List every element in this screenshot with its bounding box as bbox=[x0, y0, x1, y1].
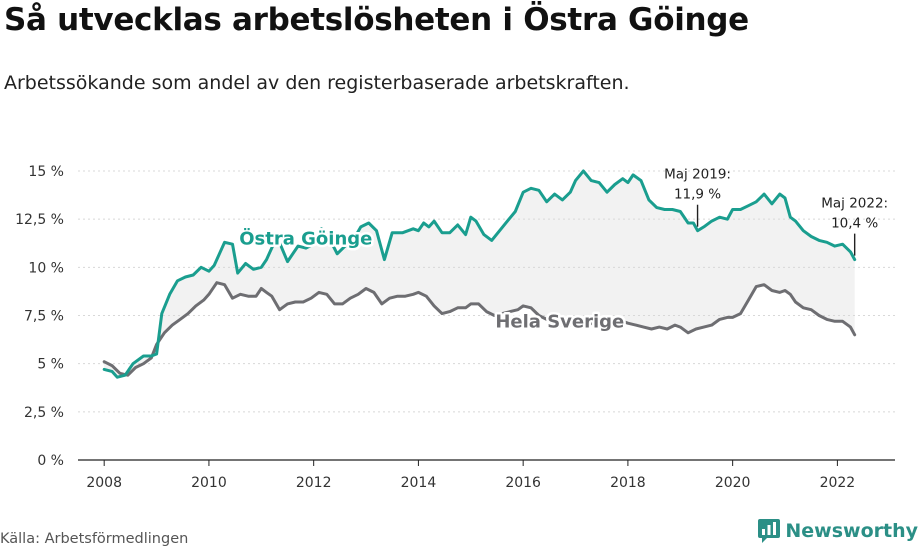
series-label: Östra Göinge bbox=[239, 227, 372, 249]
gap-band bbox=[104, 171, 855, 378]
x-tick-label: 2008 bbox=[86, 475, 122, 491]
series-line-hela-sverige bbox=[102, 281, 857, 377]
x-tick-label: 2016 bbox=[505, 475, 541, 491]
y-tick-label: 15 % bbox=[28, 164, 64, 180]
chart-subtitle: Arbetssökande som andel av den registerb… bbox=[4, 72, 630, 94]
newsworthy-logo-icon bbox=[758, 519, 781, 543]
series-line-ostra-goinge bbox=[102, 169, 857, 379]
series-lines bbox=[102, 169, 857, 379]
brand-name: Newsworthy bbox=[785, 520, 918, 542]
source-note: Källa: Arbetsförmedlingen bbox=[0, 531, 189, 547]
gap-band-layer bbox=[104, 171, 855, 378]
y-tick-label: 12,5 % bbox=[15, 212, 64, 228]
x-tick-label: 2022 bbox=[820, 475, 856, 491]
annotation-2022-text: Maj 2022: bbox=[821, 196, 888, 212]
series-labels: Östra Göinge Hela Sverige bbox=[237, 225, 627, 335]
y-tick-label: 10 % bbox=[28, 260, 64, 276]
annotations: Maj 2019: 11,9 % Maj 2022: 10,4 % bbox=[664, 167, 888, 256]
x-tick-label: 2014 bbox=[401, 475, 437, 491]
annotation-2019-text: 11,9 % bbox=[674, 187, 721, 203]
chart-title: Så utvecklas arbetslösheten i Östra Göin… bbox=[4, 2, 749, 38]
annotation-2022-text: 10,4 % bbox=[831, 216, 878, 232]
y-tick-label: 0 % bbox=[37, 453, 64, 469]
x-tick-label: 2010 bbox=[191, 475, 227, 491]
axes: 0 % 2,5 % 5 % 7,5 % 10 % 12,5 % 15 % 2008 2010 20… bbox=[15, 164, 895, 491]
x-tick-label: 2020 bbox=[715, 475, 751, 491]
y-tick-label: 5 % bbox=[37, 357, 64, 373]
x-tick-label: 2018 bbox=[610, 475, 646, 491]
annotation-2019-text: Maj 2019: bbox=[664, 167, 731, 183]
brand-logo[interactable]: Newsworthy bbox=[758, 519, 918, 543]
y-tick-label: 7,5 % bbox=[24, 309, 64, 325]
y-tick-label: 2,5 % bbox=[24, 405, 64, 421]
series-label: Hela Sverige bbox=[495, 311, 624, 332]
x-tick-label: 2012 bbox=[296, 475, 332, 491]
